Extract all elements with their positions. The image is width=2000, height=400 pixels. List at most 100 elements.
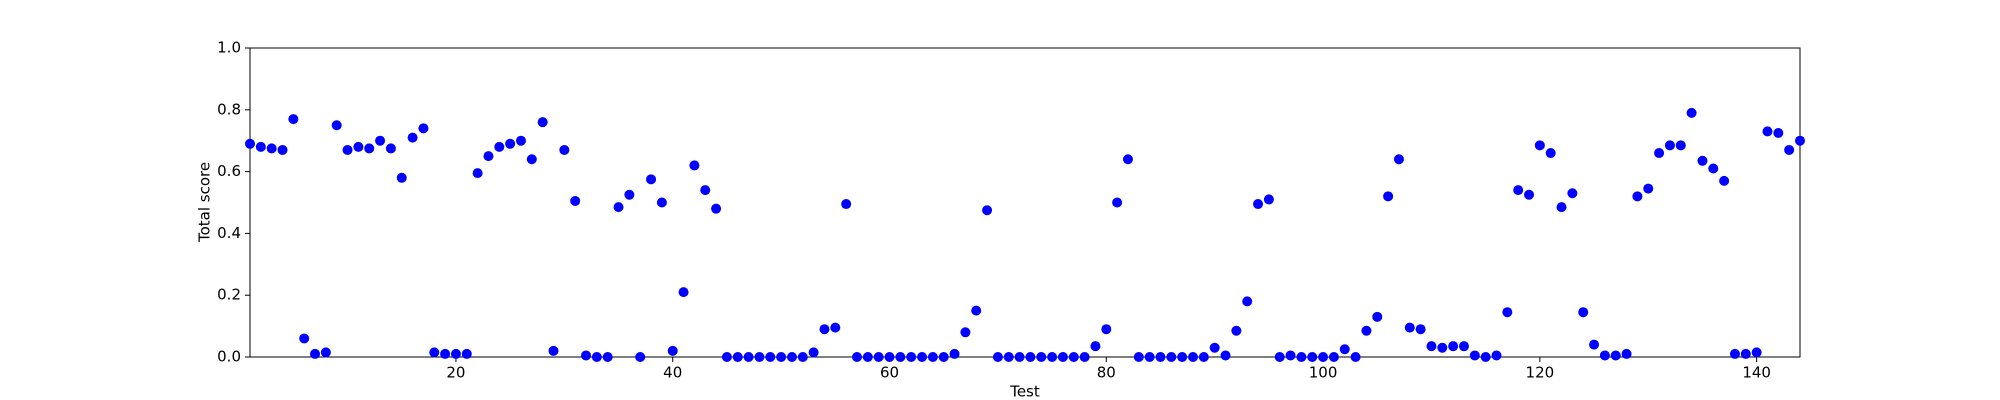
point (851, 352, 862, 362)
point (1003, 352, 1014, 362)
point (1426, 341, 1437, 352)
point (1318, 352, 1329, 362)
point (1708, 163, 1719, 174)
point (1762, 126, 1773, 137)
y-tick-label: 1.0 (217, 39, 241, 57)
point (1524, 189, 1535, 200)
point (1664, 140, 1675, 151)
point (1328, 352, 1339, 362)
point (1372, 311, 1383, 322)
point (819, 324, 830, 335)
point (299, 333, 310, 344)
point (1079, 352, 1090, 362)
y-tick-label: 0.6 (217, 162, 241, 180)
point (938, 352, 949, 362)
point (906, 352, 917, 362)
point (635, 352, 646, 362)
point (1545, 148, 1556, 159)
point (1469, 350, 1480, 361)
point (602, 352, 613, 362)
point (797, 352, 808, 362)
point (570, 195, 581, 206)
point (884, 352, 895, 362)
point (1437, 342, 1448, 353)
point (1675, 140, 1686, 151)
point (1014, 352, 1025, 362)
point (960, 327, 971, 338)
point (591, 352, 602, 362)
point (830, 322, 841, 333)
y-axis-label: Total score (196, 162, 214, 243)
point (1112, 197, 1123, 208)
point (1729, 348, 1740, 359)
point (1025, 352, 1036, 362)
point (310, 348, 321, 359)
point (917, 352, 928, 362)
point (1285, 350, 1296, 361)
point (581, 350, 592, 361)
point (743, 352, 754, 362)
point (1177, 352, 1188, 362)
point (1263, 194, 1274, 205)
point (1144, 352, 1155, 362)
point (721, 352, 732, 362)
point (320, 347, 331, 358)
point (526, 154, 537, 165)
point (537, 117, 548, 128)
point (992, 352, 1003, 362)
point (515, 135, 526, 146)
point (873, 352, 884, 362)
point (1090, 341, 1101, 352)
point (1773, 127, 1784, 138)
point (494, 141, 505, 152)
x-tick-label: 120 (1526, 364, 1555, 382)
point (1242, 296, 1253, 307)
point (1231, 325, 1242, 336)
point (505, 138, 516, 149)
point (1393, 154, 1404, 165)
point (245, 138, 255, 149)
point (982, 205, 993, 216)
point (1122, 154, 1133, 165)
point (927, 352, 938, 362)
point (1621, 348, 1632, 359)
point (396, 172, 407, 183)
point (1795, 135, 1805, 146)
point (1719, 175, 1730, 186)
point (1513, 185, 1524, 196)
point (331, 120, 342, 131)
point (1589, 339, 1600, 350)
point (418, 123, 429, 134)
point (1253, 199, 1264, 210)
point (732, 352, 743, 362)
x-axis-label: Test (1009, 383, 1040, 400)
point (1686, 107, 1697, 118)
point (1448, 341, 1459, 352)
point (1632, 191, 1643, 202)
point (440, 348, 451, 359)
x-tick-label: 140 (1742, 364, 1771, 382)
point (613, 202, 624, 213)
point (461, 348, 472, 359)
point (559, 144, 570, 155)
point (1339, 344, 1350, 355)
x-tick-label: 100 (1309, 364, 1338, 382)
point (385, 143, 396, 154)
point (429, 347, 440, 358)
point (266, 143, 277, 154)
point (949, 348, 960, 359)
point (1784, 144, 1795, 155)
point (288, 114, 299, 125)
point (754, 352, 765, 362)
point (548, 345, 559, 356)
point (1383, 191, 1394, 202)
point (1404, 322, 1415, 333)
point (1578, 307, 1589, 318)
point (776, 352, 787, 362)
point (808, 347, 819, 358)
point (1502, 307, 1513, 318)
point (624, 189, 635, 200)
y-tick-label: 0.2 (217, 286, 241, 304)
point (1307, 352, 1318, 362)
